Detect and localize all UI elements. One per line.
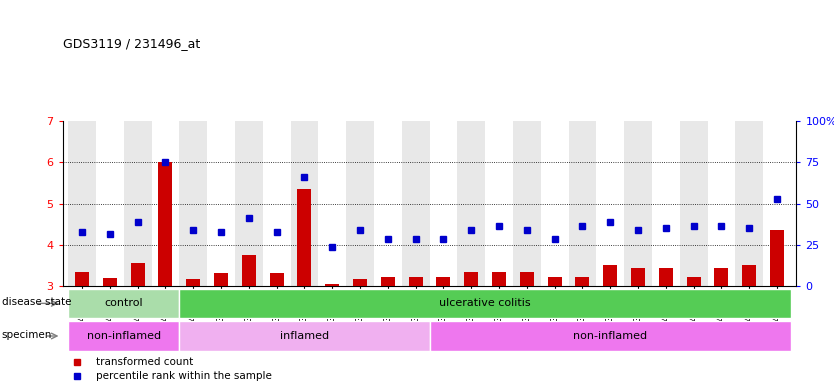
Bar <box>319 121 346 286</box>
Text: non-inflamed: non-inflamed <box>87 331 161 341</box>
Bar <box>68 289 179 318</box>
Bar <box>158 162 173 286</box>
Bar <box>770 230 784 286</box>
Bar <box>179 289 791 318</box>
Bar <box>603 265 617 286</box>
Bar <box>742 265 756 286</box>
Bar <box>269 273 284 286</box>
Bar <box>374 121 402 286</box>
Bar <box>290 121 319 286</box>
Bar <box>763 121 791 286</box>
Bar <box>569 121 596 286</box>
Bar <box>575 277 590 286</box>
Text: inflamed: inflamed <box>280 331 329 341</box>
Bar <box>513 121 540 286</box>
Bar <box>179 321 430 351</box>
Bar <box>596 121 624 286</box>
Bar <box>263 121 290 286</box>
Bar <box>103 278 117 286</box>
Bar <box>680 121 707 286</box>
Bar <box>492 271 506 286</box>
Bar <box>186 279 200 286</box>
Bar <box>68 121 96 286</box>
Text: transformed count: transformed count <box>96 357 193 367</box>
Bar <box>465 271 478 286</box>
Bar <box>736 121 763 286</box>
Bar <box>214 273 228 286</box>
Bar <box>652 121 680 286</box>
Text: non-inflamed: non-inflamed <box>573 331 647 341</box>
Bar <box>152 121 179 286</box>
Bar <box>353 279 367 286</box>
Bar <box>540 121 569 286</box>
Text: specimen: specimen <box>2 330 52 340</box>
Text: control: control <box>104 298 143 308</box>
Bar <box>520 271 534 286</box>
Bar <box>346 121 374 286</box>
Bar <box>235 121 263 286</box>
Bar <box>707 121 736 286</box>
Text: GDS3119 / 231496_at: GDS3119 / 231496_at <box>63 37 200 50</box>
Bar <box>659 268 673 286</box>
Bar <box>430 121 457 286</box>
Bar <box>409 277 423 286</box>
Bar <box>631 268 645 286</box>
Bar <box>686 277 701 286</box>
Text: ulcerative colitis: ulcerative colitis <box>440 298 531 308</box>
Bar <box>207 121 235 286</box>
Bar <box>430 321 791 351</box>
Text: percentile rank within the sample: percentile rank within the sample <box>96 371 271 381</box>
Bar <box>75 271 89 286</box>
Bar <box>624 121 652 286</box>
Bar <box>131 263 144 286</box>
Bar <box>436 277 450 286</box>
Bar <box>402 121 430 286</box>
Bar <box>179 121 207 286</box>
Bar <box>381 277 394 286</box>
Bar <box>485 121 513 286</box>
Bar <box>68 321 179 351</box>
Bar <box>123 121 152 286</box>
Bar <box>548 277 561 286</box>
Bar <box>715 268 728 286</box>
Text: disease state: disease state <box>2 297 71 308</box>
Bar <box>96 121 123 286</box>
Bar <box>242 255 256 286</box>
Bar <box>325 284 339 286</box>
Bar <box>298 189 311 286</box>
Bar <box>457 121 485 286</box>
